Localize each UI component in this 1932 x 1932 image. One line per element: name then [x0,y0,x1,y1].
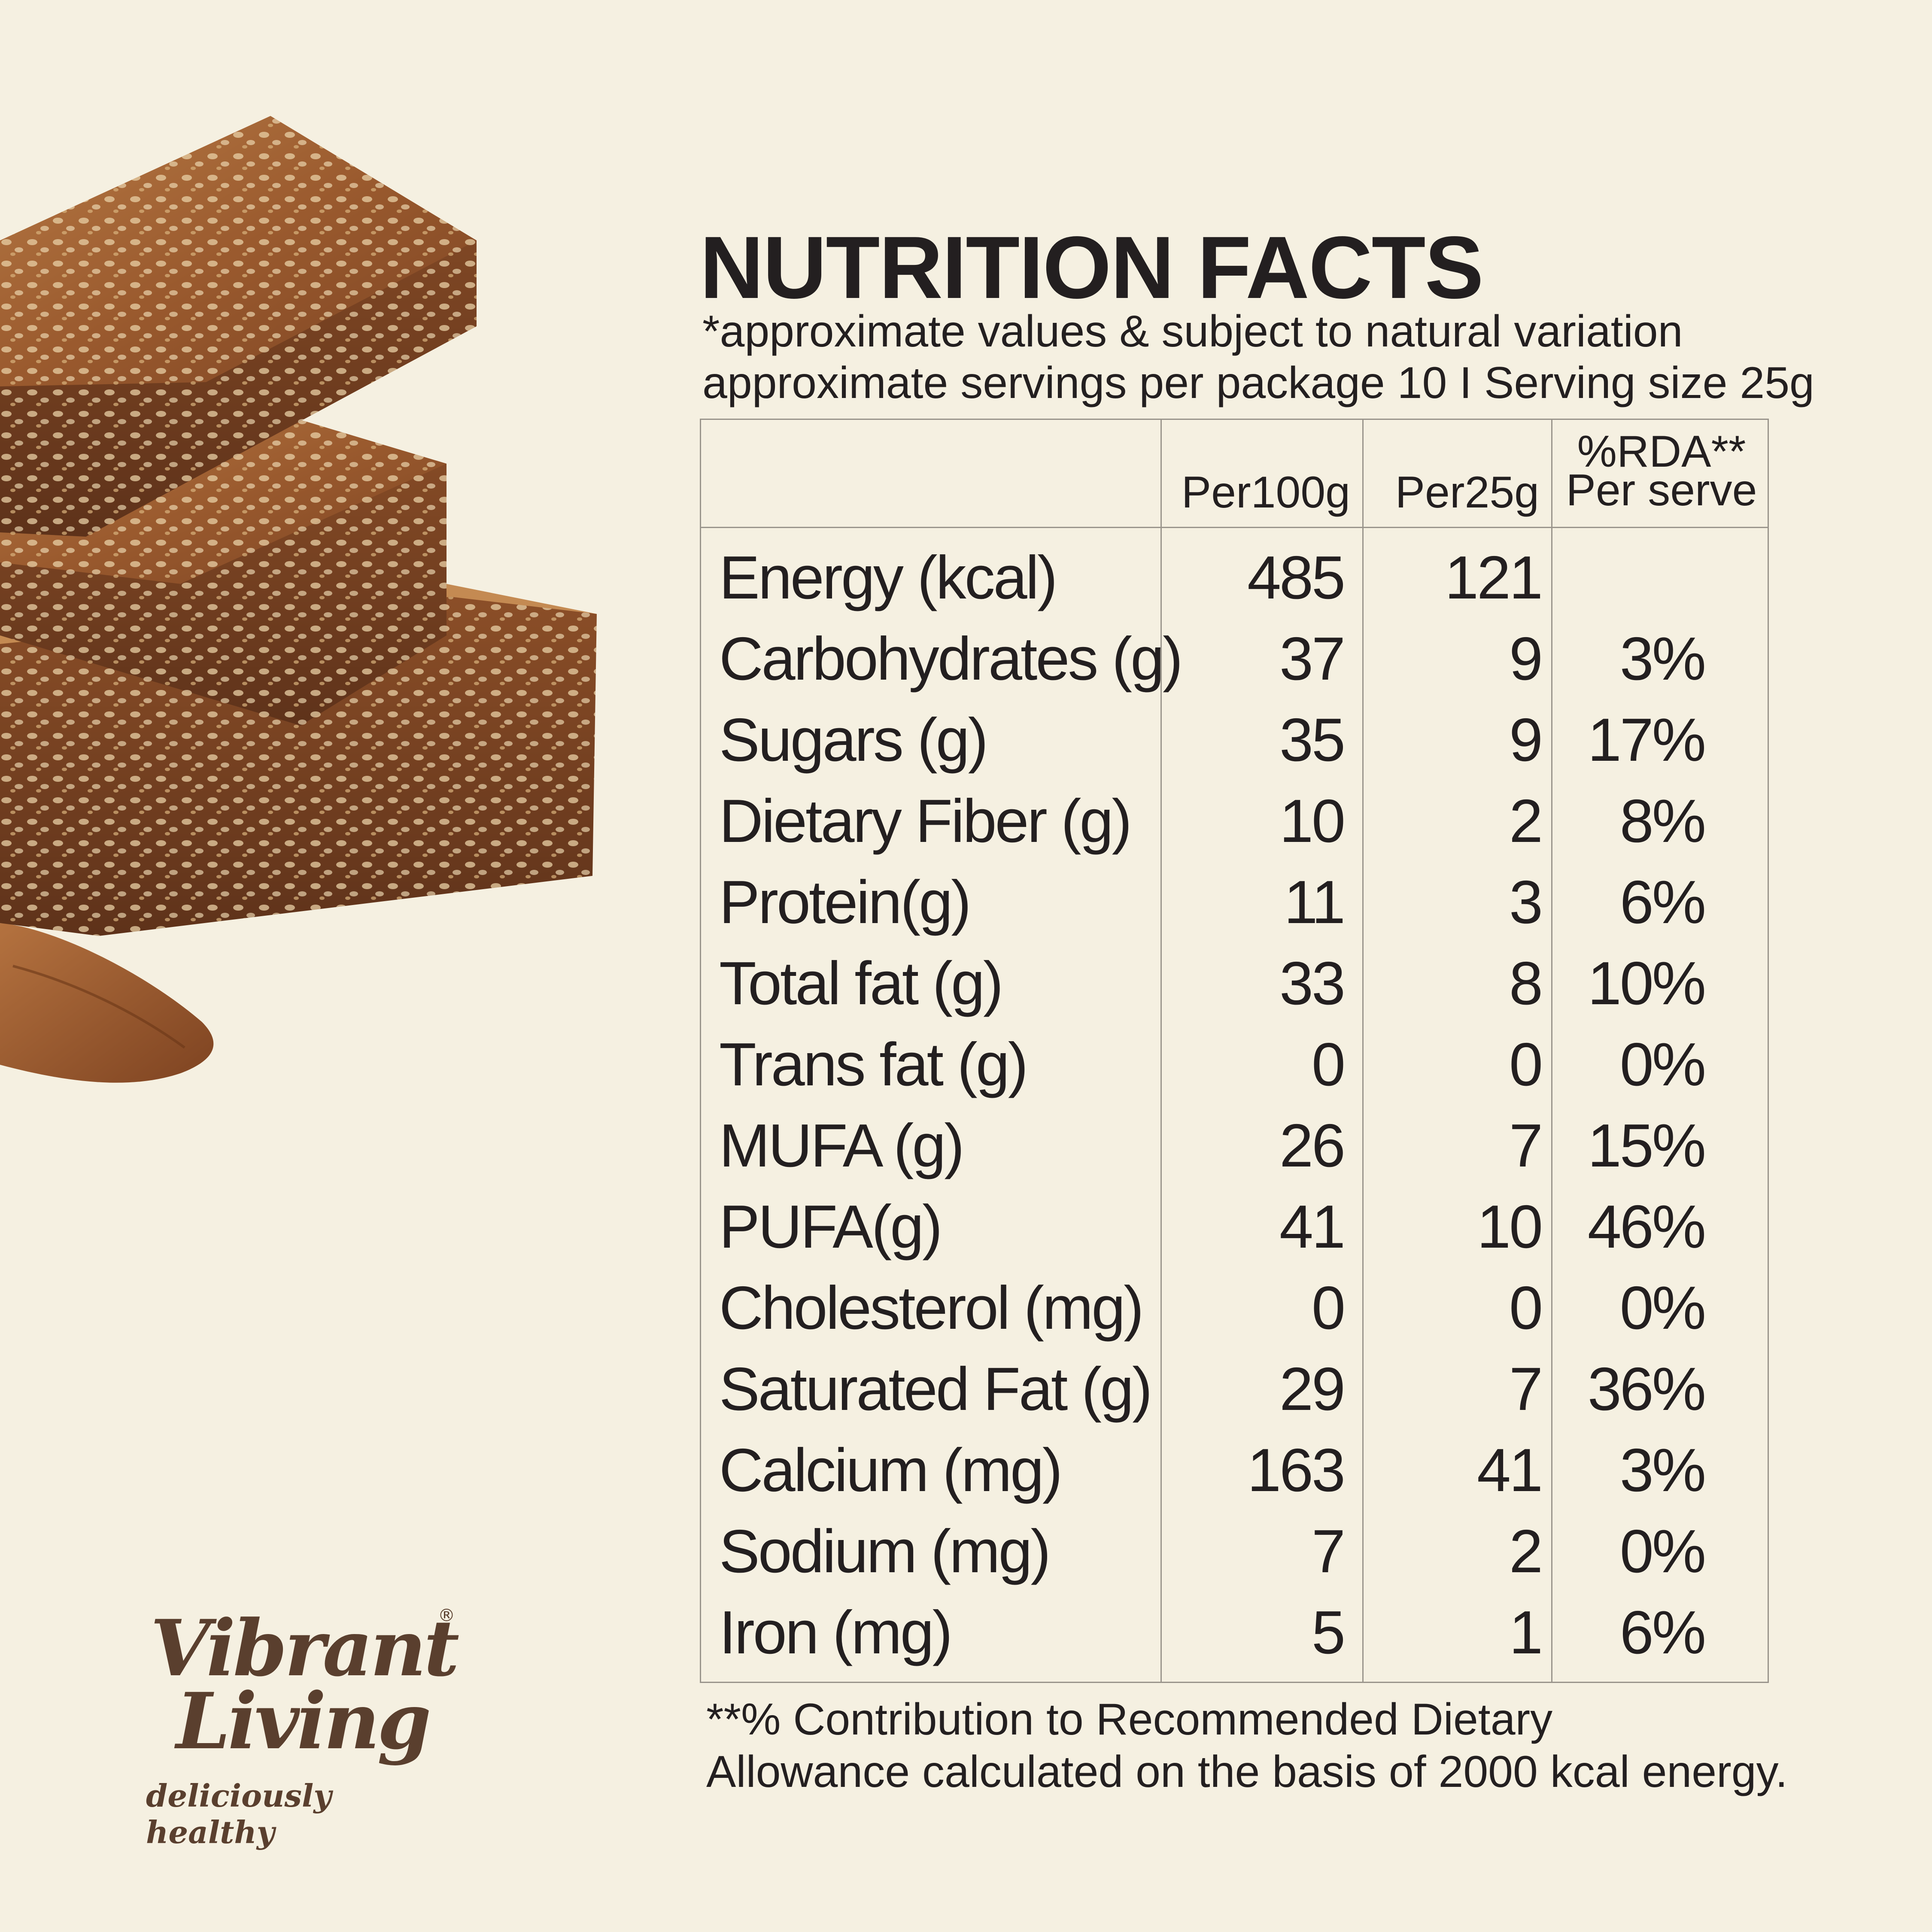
table-divider [1551,419,1552,1683]
page-title: NUTRITION FACTS [700,218,1484,317]
registered-mark: ® [438,1606,455,1625]
brand-name-line1: Vibrant [150,1603,459,1694]
column-header-rda: %RDA** [1577,427,1746,477]
column-header-per100g: Per100g [1181,468,1350,517]
value-rda: 6% [1619,1598,1706,1667]
nutrient-label: Saturated Fat (g) [719,1355,1152,1423]
table-border-left [700,419,701,1683]
value-rda: 15% [1587,1112,1706,1180]
value-per25g: 2 [1509,787,1543,855]
value-rda: 0% [1619,1274,1706,1342]
nutrient-label: Total fat (g) [719,949,1003,1018]
nutrient-label: Dietary Fiber (g) [719,787,1132,855]
table-border-bottom [700,1682,1769,1683]
value-rda: 8% [1619,787,1706,855]
almond-image [0,923,214,1083]
value-per25g: 0 [1509,1030,1543,1099]
table-divider [1160,419,1162,1683]
value-rda: 17% [1587,706,1706,774]
table-border-top [700,419,1769,420]
nutrient-label: Iron (mg) [719,1598,953,1667]
value-per100g: 163 [1247,1436,1346,1504]
value-per100g: 0 [1312,1030,1346,1099]
nutrient-label: Sugars (g) [719,706,988,774]
value-per25g: 121 [1445,544,1543,612]
value-per25g: 2 [1509,1517,1543,1586]
value-per100g: 11 [1284,868,1346,936]
value-per25g: 9 [1509,625,1543,693]
value-per25g: 7 [1509,1355,1543,1423]
value-per100g: 5 [1312,1598,1346,1667]
nutrient-label: MUFA (g) [719,1112,965,1180]
value-per25g: 7 [1509,1112,1543,1180]
footnote-line1: **% Contribution to Recommended Dietary [706,1695,1553,1744]
value-per25g: 0 [1509,1274,1543,1342]
brand-logo: Vibrant ® Living deliciously healthy [142,1597,468,1850]
footnote: **% Contribution to Recommended Dietary … [706,1694,1788,1798]
column-header-rda-sub: Per serve [1566,465,1757,515]
brand-tagline: deliciously healthy [146,1777,332,1850]
value-per25g: 8 [1509,949,1543,1018]
nutrient-label: Sodium (mg) [719,1517,1051,1586]
value-rda: 36% [1587,1355,1706,1423]
value-per25g: 3 [1509,868,1543,936]
value-rda: 46% [1587,1193,1706,1261]
value-per100g: 10 [1279,787,1346,855]
nutrient-label: Cholesterol (mg) [719,1274,1144,1342]
value-per100g: 37 [1279,625,1346,693]
serving-info: approximate servings per package 10 I Se… [702,358,1814,408]
value-rda: 0% [1619,1030,1706,1099]
brand-name-line2: Living [176,1676,431,1767]
value-rda: 3% [1619,625,1706,693]
product-photo [0,116,597,1083]
nutrient-label: Carbohydrates (g) [719,625,1183,693]
value-per100g: 35 [1279,706,1346,774]
value-rda: 0% [1619,1517,1706,1586]
nutrient-label: Protein(g) [719,868,971,936]
nutrient-label: Trans fat (g) [719,1030,1028,1099]
nutrient-label: Energy (kcal) [719,544,1057,612]
value-per25g: 1 [1509,1598,1543,1667]
footnote-line2: Allowance calculated on the basis of 200… [706,1747,1788,1797]
value-per100g: 29 [1279,1355,1346,1423]
nutrient-label: PUFA(g) [719,1193,942,1261]
value-rda: 6% [1619,868,1706,936]
nutrition-table: Per100g Per25g %RDA** Per serve Energy (… [700,419,1769,1683]
value-per25g: 9 [1509,706,1543,774]
nut-bar-top [0,116,477,537]
disclaimer-text: *approximate values & subject to natural… [702,307,1683,356]
value-per25g: 10 [1477,1193,1543,1261]
value-per100g: 7 [1312,1517,1346,1586]
table-header-divider [700,527,1769,528]
column-header-per25g: Per25g [1395,468,1539,517]
value-per25g: 41 [1477,1436,1543,1504]
value-per100g: 33 [1279,949,1346,1018]
nutrient-label: Calcium (mg) [719,1436,1063,1504]
value-per100g: 0 [1312,1274,1346,1342]
value-per100g: 41 [1279,1193,1346,1261]
table-border-right [1768,419,1769,1683]
value-per100g: 485 [1247,544,1346,612]
value-per100g: 26 [1279,1112,1346,1180]
value-rda: 3% [1619,1436,1706,1504]
table-divider [1362,419,1364,1683]
value-rda: 10% [1587,949,1706,1018]
